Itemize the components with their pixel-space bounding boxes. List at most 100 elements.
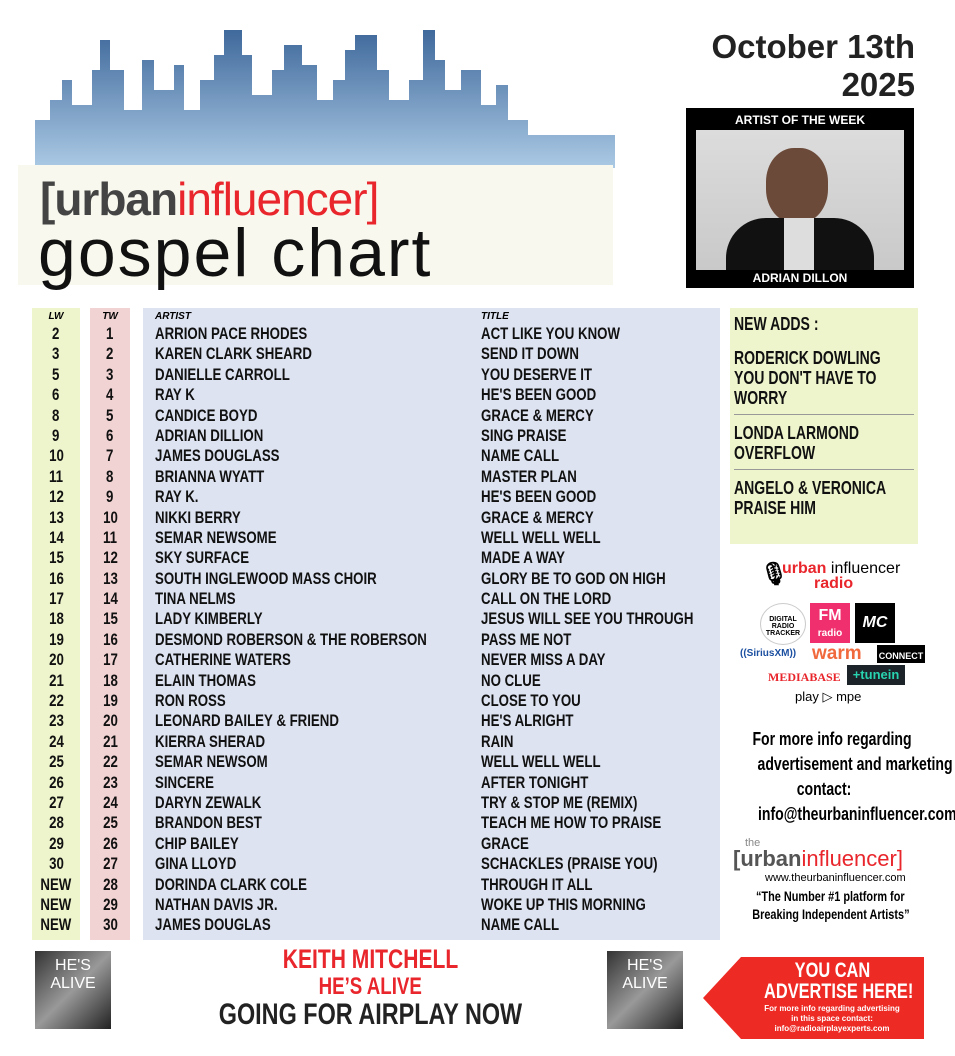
this-week-position: 2 [106,344,114,364]
artist-name: BRANDON BEST [155,813,262,833]
song-title: MADE A WAY [481,548,565,568]
artist-name: RON ROSS [155,691,226,711]
this-week-position: 29 [102,894,118,914]
advertise-here-banner[interactable]: YOU CAN ADVERTISE HERE! For more info re… [703,957,924,1039]
last-week-position: NEW [40,915,72,935]
last-week-position: 18 [48,609,64,629]
tagline: “The Number #1 platform for Breaking Inde… [752,888,910,922]
table-row: 15 12 SKY SURFACE MADE A WAY [0,548,720,568]
last-week-position: 28 [48,813,64,833]
this-week-position: 27 [102,854,118,874]
last-week-position: 20 [48,650,64,670]
promo-cta: GOING FOR AIRPLAY NOW [218,998,522,1031]
artist-of-the-week: ARTIST OF THE WEEK ADRIAN DILLON [686,108,914,288]
artist-name: CHIP BAILEY [155,833,239,853]
table-row: 25 22 SEMAR NEWSOM WELL WELL WELL [0,752,720,772]
partners-logos: 🎙 urban influencer radio DIGITAL RADIO TR… [730,555,925,720]
table-row: 13 10 NIKKI BERRY GRACE & MERCY [0,508,720,528]
artist-name: KIERRA SHERAD [155,731,266,751]
artist-name: TINA NELMS [155,589,236,609]
song-title: THROUGH IT ALL [481,874,593,894]
artist-name: SKY SURFACE [155,548,250,568]
artist-name: CANDICE BOYD [155,405,258,425]
song-title: GRACE & MERCY [481,507,594,527]
last-week-position: 21 [48,670,64,690]
info-email-link[interactable]: info@theurbaninfluencer.com [758,804,955,824]
song-title: SEND IT DOWN [481,344,579,364]
artist-name: SOUTH INGLEWOOD MASS CHOIR [155,568,377,588]
tw-header: TW [102,311,118,322]
table-row: 10 7 JAMES DOUGLASS NAME CALL [0,446,720,466]
artist-name: JAMES DOUGLAS [155,915,271,935]
artist-photo [696,130,904,270]
this-week-position: 13 [102,568,118,588]
logo-banner [18,165,613,285]
table-row: 17 14 TINA NELMS CALL ON THE LORD [0,589,720,609]
this-week-position: 12 [102,548,118,568]
song-title: TEACH ME HOW TO PRAISE [481,813,662,833]
this-week-position: 10 [102,507,118,527]
this-week-position: 4 [106,385,114,405]
table-row: 12 9 RAY K. HE'S BEEN GOOD [0,487,720,507]
ad-small: For more info regarding advertising [764,1004,900,1013]
last-week-position: 6 [52,385,60,405]
this-week-position: 1 [106,324,114,343]
new-add-item: RODERICK DOWLING YOU DON'T HAVE TO WORRY [734,348,914,408]
artist-name: SEMAR NEWSOM [155,752,268,772]
artist-name: LEONARD BAILEY & FRIEND [155,711,339,731]
song-title: CALL ON THE LORD [481,589,612,609]
aotw-label: ARTIST OF THE WEEK [735,113,865,127]
title-header: TITLE [481,311,509,322]
table-row: NEW 30 JAMES DOUGLAS NAME CALL [0,915,720,935]
promo-song: HE’S ALIVE [318,973,422,1000]
artist-name: ELAIN THOMAS [155,670,256,690]
new-adds-heading: NEW ADDS : [734,314,819,334]
new-add-title: YOU DON'T HAVE TO WORRY [734,368,877,408]
chart-main-column [143,308,720,940]
last-week-position: 29 [48,833,64,853]
last-week-position: 9 [52,425,60,445]
this-week-position: 11 [102,527,118,547]
plaympe-logo: play ▷ mpe [795,689,862,704]
chart-date: October 13th 2025 [711,28,915,104]
song-title: SING PRAISE [481,425,567,445]
website-link[interactable]: www.theurbaninfluencer.com [765,872,906,884]
this-week-position: 7 [106,446,114,466]
table-row: 21 18 ELAIN THOMAS NO CLUE [0,671,720,691]
last-week-position: 2 [52,324,60,343]
table-row: 19 16 DESMOND ROBERSON & THE ROBERSON PASS … [0,630,720,650]
song-title: NAME CALL [481,446,560,466]
this-week-position: 21 [102,731,118,751]
artist-name: ARRION PACE RHODES [155,324,308,343]
song-title: GLORY BE TO GOD ON HIGH [481,568,666,588]
advertising-info: For more info regarding advertisement an… [730,727,955,827]
this-week-position: 9 [106,487,114,507]
last-week-position: 30 [48,854,64,874]
last-week-position: 8 [52,405,60,425]
aotw-name: ADRIAN DILLON [752,271,848,285]
artist-name: BRIANNA WYATT [155,466,265,486]
song-title: WOKE UP THIS MORNING [481,894,646,914]
table-row: 26 23 SINCERE AFTER TONIGHT [0,773,720,793]
this-week-position: 8 [106,466,114,486]
mc-logo: MC [855,603,895,643]
artist-name: CATHERINE WATERS [155,650,291,670]
table-row: 5 3 DANIELLE CARROLL YOU DESERVE IT [0,365,720,385]
ad-email: info@radioairplayexperts.com [774,1024,890,1033]
logo-part-influencer: influencer] [177,173,379,225]
artist-name: DANIELLE CARROLL [155,364,290,384]
song-title: NEVER MISS A DAY [481,650,606,670]
this-week-position: 28 [102,874,118,894]
last-week-position: 12 [48,487,64,507]
urban-influencer-radio-logo: urban influencer radio [782,560,901,592]
artist-name: RAY K. [155,487,199,507]
connect-logo: CONNECT [877,645,925,663]
artist-name: KAREN CLARK SHEARD [155,344,312,364]
this-week-position: 16 [102,629,118,649]
last-week-position: 17 [48,589,64,609]
table-row: 28 25 BRANDON BEST TEACH ME HOW TO PRAISE [0,813,720,833]
artist-name: RAY K [155,385,195,405]
table-row: 24 21 KIERRA SHERAD RAIN [0,732,720,752]
new-adds-panel: NEW ADDS : RODERICK DOWLING YOU DON'T HAV… [730,308,918,544]
table-row: 2 1 ARRION PACE RHODES ACT LIKE YOU KNOW [0,324,720,344]
